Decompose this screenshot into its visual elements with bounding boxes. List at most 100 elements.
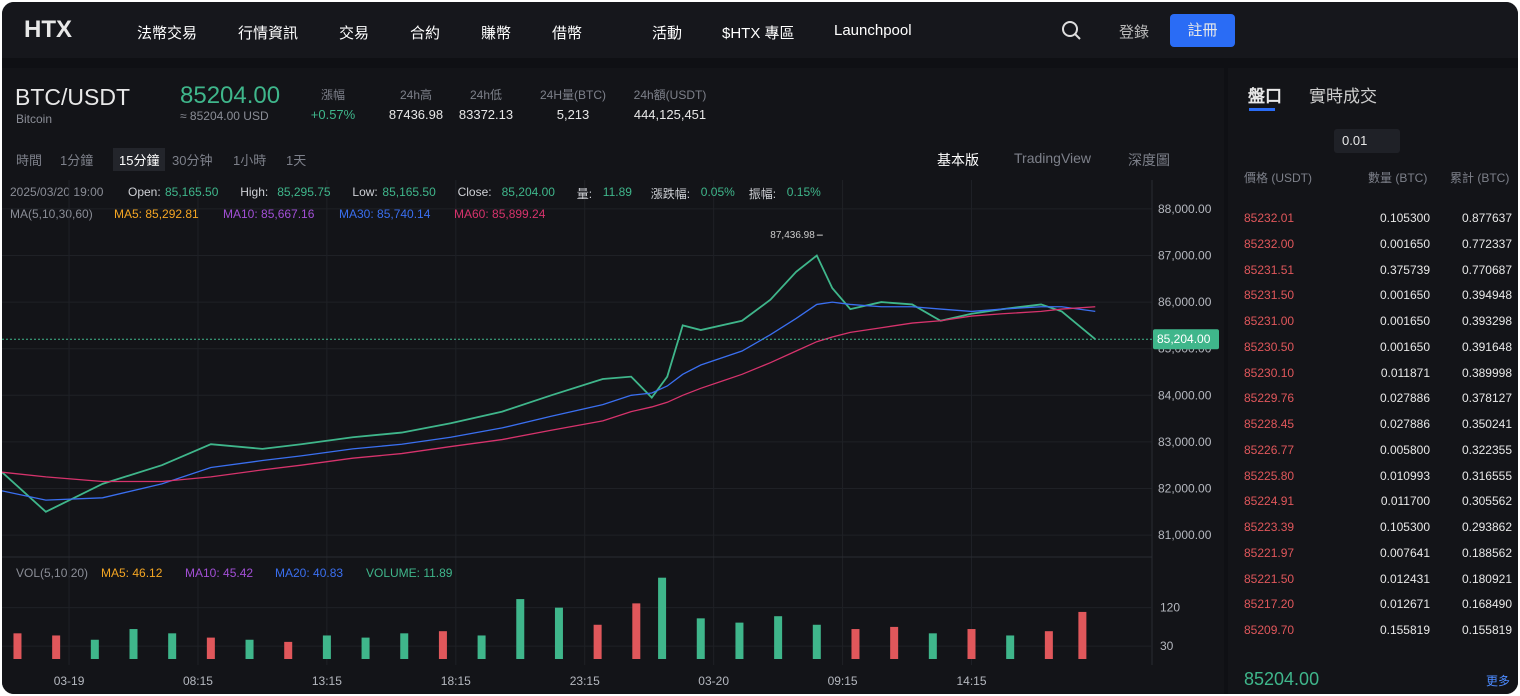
volume-bar	[477, 635, 486, 659]
ask-qty: 0.027886	[1379, 391, 1430, 406]
ask-price: 85231.50	[1244, 288, 1295, 303]
info-label: 量:	[576, 187, 593, 201]
logo[interactable]: HTX	[24, 16, 72, 43]
tab-trades[interactable]: 實時成交	[1309, 87, 1377, 106]
y-tick-label: 120	[1160, 601, 1180, 615]
nav-item[interactable]: 行情資訊	[238, 25, 299, 42]
register-button[interactable]: 註冊	[1170, 14, 1235, 47]
nav-item[interactable]: 合約	[410, 25, 441, 42]
volume-bar	[658, 577, 667, 659]
nav-item[interactable]: 交易	[339, 25, 370, 42]
stat-value: 5,213	[556, 107, 590, 122]
price-line	[2, 254, 1096, 513]
ask-total: 0.350241	[1461, 417, 1512, 431]
view-tab[interactable]: TradingView	[1014, 150, 1092, 166]
stat-value: +0.57%	[310, 107, 356, 122]
ma-legend: MA30: 85,740.14	[339, 207, 431, 221]
orderbook-panel	[1228, 68, 1518, 694]
info-time: 2025/03/20 19:00	[10, 185, 104, 199]
nav-item[interactable]: Launchpool	[834, 22, 912, 39]
book-last: 85204.00	[1244, 669, 1320, 689]
ask-qty: 0.010993	[1379, 468, 1430, 483]
ask-qty: 0.001650	[1379, 236, 1430, 251]
volume-bar	[129, 629, 138, 659]
tab-book[interactable]: 盤口	[1248, 87, 1282, 106]
volume-bar	[245, 639, 254, 659]
x-tick-label: 18:15	[441, 674, 471, 688]
ask-price: 85224.91	[1244, 494, 1295, 509]
ask-total: 0.772337	[1461, 236, 1512, 251]
y-tick-label: 87,000.00	[1158, 248, 1212, 262]
price-line	[2, 301, 1096, 501]
interval[interactable]: 15分鐘	[113, 148, 166, 171]
nav-item[interactable]: 法幣交易	[137, 25, 198, 42]
symbol[interactable]: BTC/USDT	[15, 84, 130, 110]
ask-price: 85228.45	[1244, 417, 1295, 431]
volume-bar	[516, 599, 525, 659]
interval[interactable]: 1小時	[233, 153, 267, 168]
volume-bar	[774, 616, 783, 659]
ask-qty: 0.105300	[1379, 520, 1430, 534]
stat-value: 83372.13	[458, 107, 514, 122]
volume-bar	[90, 639, 99, 659]
interval[interactable]: 時間	[16, 153, 43, 168]
volume-bar	[696, 618, 705, 659]
vol-title: VOL(5,10,20)	[16, 566, 89, 580]
volume-bar	[593, 624, 602, 659]
ask-qty: 0.027886	[1379, 417, 1430, 431]
x-tick-label: 08:15	[183, 674, 213, 688]
volume-bar	[400, 633, 409, 659]
volume-bar	[206, 637, 215, 659]
nav-item[interactable]: 借幣	[552, 25, 583, 42]
ask-price: 85223.39	[1244, 520, 1295, 534]
x-tick-label: 03-20	[698, 674, 729, 688]
vol-legend: MA20: 40.83	[275, 566, 344, 580]
volume-bar	[168, 633, 177, 659]
x-tick-label: 23:15	[570, 674, 600, 688]
ask-total: 0.322355	[1461, 442, 1512, 457]
interval[interactable]: 1天	[286, 153, 307, 168]
interval[interactable]: 30分钟	[172, 153, 213, 168]
nav-item[interactable]: $HTX 專區	[722, 25, 795, 42]
ask-total: 0.188562	[1461, 545, 1512, 560]
y-tick-label: 84,000.00	[1158, 388, 1212, 402]
ask-total: 0.393298	[1461, 314, 1512, 328]
y-tick-label: 81,000.00	[1158, 528, 1212, 542]
ask-total: 0.389998	[1461, 365, 1512, 380]
y-tick-label: 86,000.00	[1158, 295, 1212, 309]
volume-bar	[812, 624, 821, 659]
volume-bar	[928, 633, 937, 659]
ask-total: 0.770687	[1461, 262, 1512, 277]
info-value: 11.89	[602, 185, 632, 199]
view-tab[interactable]: 深度圖	[1128, 152, 1170, 168]
precision-select[interactable]: 0.01	[1334, 129, 1400, 153]
ask-price: 85225.80	[1244, 468, 1295, 483]
info-label: Open:	[128, 185, 161, 199]
volume-bar	[890, 626, 899, 659]
ask-total: 0.394948	[1461, 288, 1512, 303]
book-header: 累計 (BTC)	[1450, 171, 1510, 185]
search-icon[interactable]	[1060, 19, 1082, 41]
tab-underline	[1249, 108, 1275, 111]
ask-price: 85230.10	[1244, 365, 1295, 380]
login[interactable]: 登錄	[1119, 24, 1150, 41]
volume-bar	[438, 631, 447, 659]
ask-price: 85230.50	[1244, 339, 1295, 354]
view-tab[interactable]: 基本版	[937, 152, 979, 168]
nav-item[interactable]: 活動	[652, 25, 683, 42]
stat-label: 漲幅	[320, 88, 346, 102]
coin-name: Bitcoin	[16, 112, 53, 126]
ask-price: 85232.01	[1244, 211, 1295, 225]
ask-qty: 0.007641	[1379, 545, 1430, 560]
ma-title: MA(5,10,30,60)	[10, 207, 93, 221]
interval[interactable]: 1分鐘	[60, 153, 94, 168]
ma-legend: MA60: 85,899.24	[454, 207, 546, 221]
more-link[interactable]: 更多	[1486, 674, 1511, 688]
volume-bar	[52, 635, 61, 659]
nav-item[interactable]: 賺幣	[481, 25, 512, 42]
x-tick-label: 03-19	[54, 674, 85, 688]
ma-legend: MA5: 85,292.81	[114, 207, 199, 221]
volume-bar	[322, 635, 331, 659]
ask-qty: 0.012671	[1379, 597, 1430, 612]
ask-total: 0.316555	[1461, 468, 1512, 483]
